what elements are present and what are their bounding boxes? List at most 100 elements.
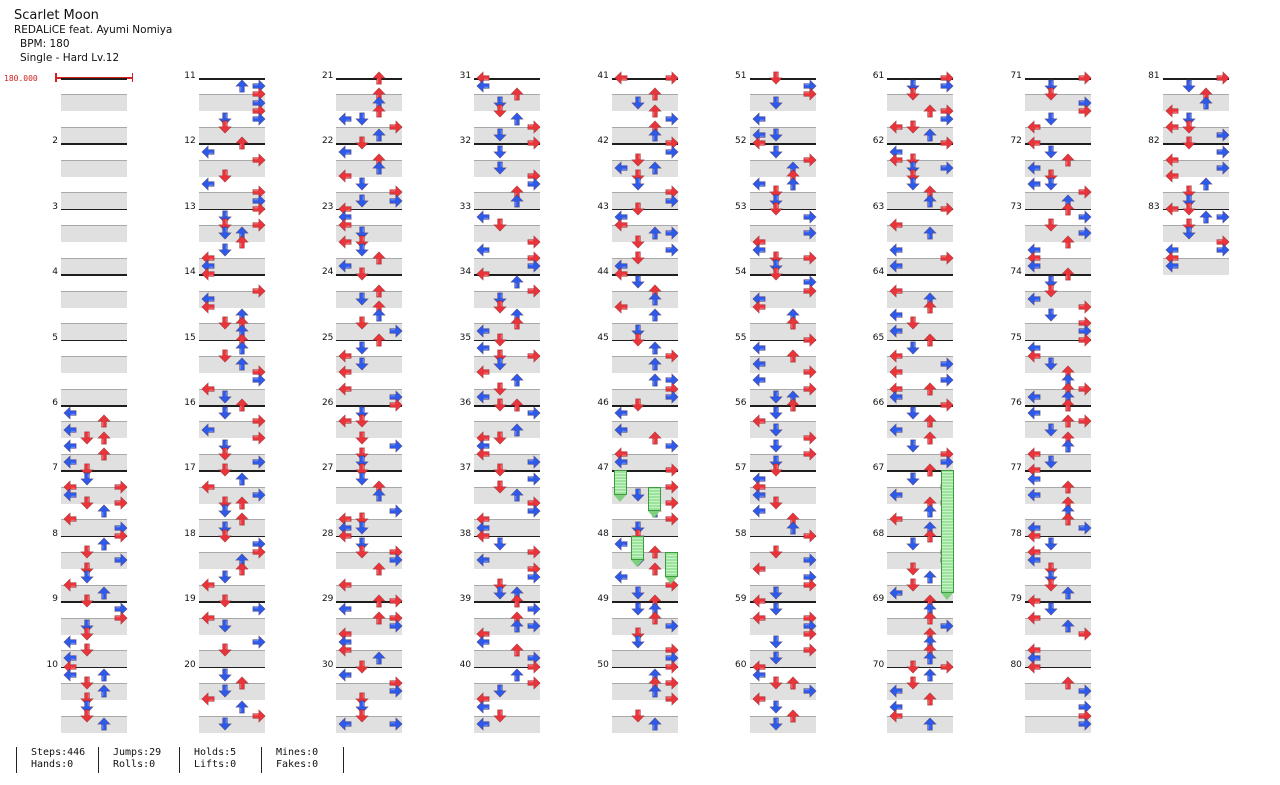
right-arrow-icon: [665, 676, 679, 690]
down-arrow-icon: [1181, 136, 1196, 151]
measure-number: 18: [184, 528, 196, 539]
up-arrow-icon: [234, 357, 249, 371]
left-arrow-icon: [889, 422, 903, 437]
beat-separator: [474, 290, 541, 308]
beat-separator: [611, 486, 678, 504]
measure-line: [749, 535, 816, 538]
song-artist: REDALiCE feat. Ayumi Nomiya: [14, 24, 173, 36]
fakes-count: Fakes:0: [276, 759, 319, 770]
right-arrow-icon: [803, 528, 817, 543]
down-arrow-icon: [768, 251, 783, 265]
beat-separator: [1024, 192, 1091, 210]
left-arrow-icon: [751, 610, 766, 625]
left-arrow-icon: [1027, 528, 1041, 543]
up-arrow-icon: [97, 414, 111, 428]
measure-line: [198, 470, 265, 472]
measure-line: [198, 535, 265, 538]
jumps-count: Jumps:29: [113, 747, 162, 758]
beat-separator: [1162, 225, 1229, 243]
beat-separator: [198, 650, 265, 668]
up-arrow-icon: [647, 357, 662, 371]
right-arrow-icon: [1078, 299, 1092, 314]
beat-separator: [474, 127, 541, 145]
left-arrow-icon: [201, 577, 215, 592]
beat-separator: [611, 650, 678, 668]
up-arrow-icon: [923, 651, 938, 665]
up-arrow-icon: [923, 193, 938, 208]
down-arrow-icon: [355, 177, 370, 191]
up-arrow-icon: [234, 512, 249, 526]
measure-number: 11: [184, 71, 196, 81]
down-arrow-icon: [630, 586, 645, 600]
down-arrow-icon: [630, 324, 645, 339]
up-arrow-icon: [372, 488, 387, 502]
beat-separator: [887, 355, 954, 373]
right-arrow-icon: [940, 111, 954, 126]
up-arrow-icon: [647, 87, 662, 101]
beat-separator: [336, 421, 403, 439]
beat-separator: [336, 650, 403, 668]
up-arrow-icon: [1060, 512, 1075, 526]
up-arrow-icon: [510, 193, 525, 208]
measure-number: 6: [52, 398, 58, 408]
measure-line: [198, 143, 265, 145]
down-arrow-icon: [1043, 537, 1058, 551]
down-arrow-icon: [1181, 112, 1196, 126]
measure-line: [1162, 78, 1229, 80]
beat-separator: [198, 323, 265, 341]
right-arrow-icon: [527, 349, 541, 363]
left-arrow-icon: [1027, 594, 1041, 609]
beat-separator: [611, 225, 678, 243]
stats-group-mines: Mines:0 Fakes:0: [261, 747, 318, 773]
down-arrow-icon: [768, 267, 783, 281]
down-arrow-icon: [906, 161, 921, 175]
measure-number: 68: [872, 528, 885, 539]
measure-number: 71: [1010, 71, 1022, 81]
down-arrow-icon: [1043, 275, 1058, 290]
left-arrow-icon: [751, 340, 766, 355]
right-arrow-icon: [1078, 185, 1092, 200]
beat-separator: [1024, 225, 1091, 243]
measure-line: [198, 339, 265, 342]
down-arrow-icon: [217, 504, 232, 518]
down-arrow-icon: [1043, 79, 1058, 93]
measure-number: 32: [459, 136, 472, 147]
right-arrow-icon: [527, 676, 541, 690]
hold-note-body: [614, 470, 628, 502]
beat-separator: [336, 159, 403, 177]
up-arrow-icon: [647, 431, 662, 445]
down-arrow-icon: [1043, 602, 1058, 617]
left-arrow-icon: [1027, 553, 1041, 568]
down-arrow-icon: [217, 169, 232, 183]
beat-separator: [336, 552, 403, 570]
up-arrow-icon: [923, 300, 938, 314]
down-arrow-icon: [217, 463, 232, 478]
down-arrow-icon: [768, 96, 783, 110]
beat-separator: [1162, 257, 1229, 275]
left-arrow-icon: [476, 267, 490, 282]
left-arrow-icon: [201, 144, 215, 159]
down-arrow-icon: [217, 243, 232, 257]
left-arrow-icon: [889, 242, 903, 257]
measure-line: [198, 601, 265, 603]
measure-line: [61, 405, 127, 407]
up-arrow-icon: [785, 709, 800, 723]
beat-separator: [1024, 650, 1091, 668]
measure-number: 69: [872, 594, 885, 605]
down-arrow-icon: [906, 406, 921, 420]
up-arrow-icon: [234, 471, 249, 486]
down-arrow-icon: [355, 545, 370, 559]
right-arrow-icon: [803, 283, 817, 298]
right-arrow-icon: [389, 618, 404, 633]
down-arrow-icon: [493, 537, 508, 551]
down-arrow-icon: [493, 709, 508, 723]
measure-number: 27: [321, 463, 334, 474]
up-arrow-icon: [510, 275, 525, 289]
down-arrow-icon: [630, 488, 645, 502]
mines-count: Mines:0: [276, 747, 319, 758]
beat-separator: [1024, 355, 1091, 373]
down-arrow-icon: [80, 463, 94, 478]
up-arrow-icon: [372, 283, 387, 298]
down-arrow-icon: [906, 660, 921, 674]
beat-separator: [474, 388, 541, 406]
